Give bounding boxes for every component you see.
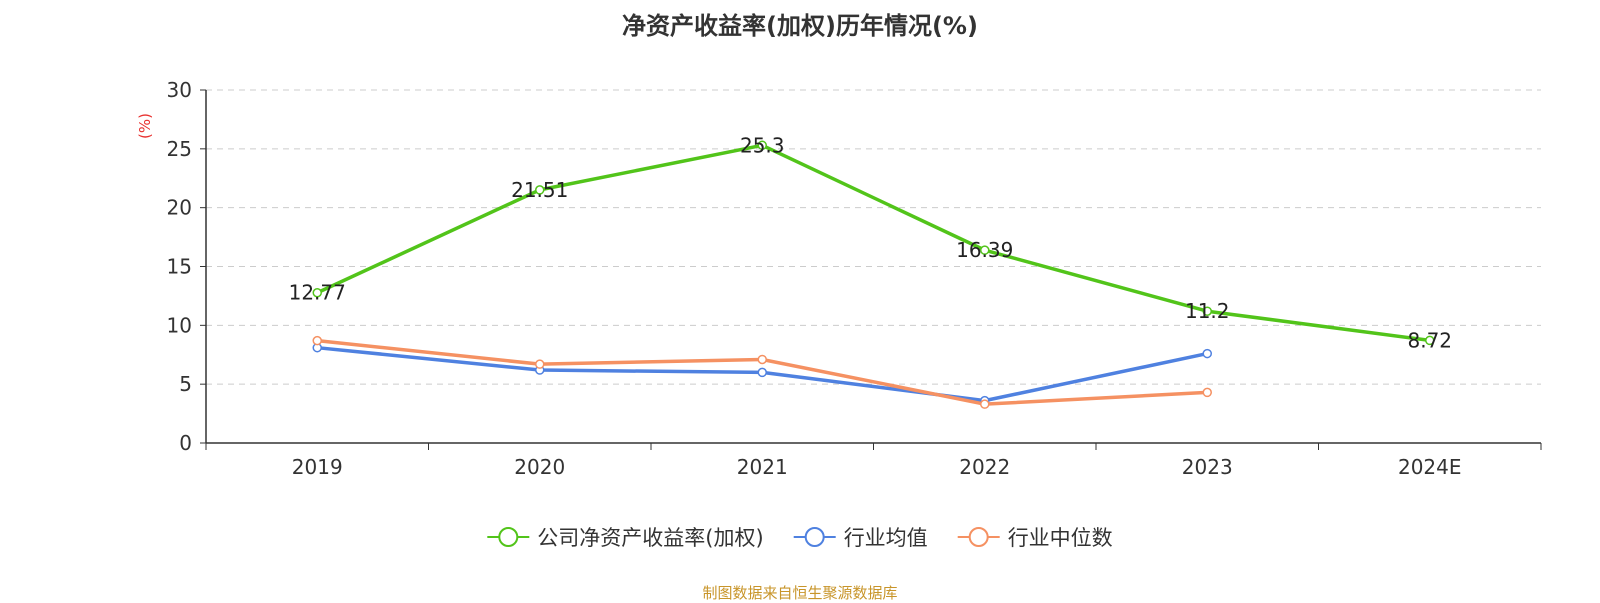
data-label: 8.72 <box>1407 328 1452 352</box>
x-tick-label: 2020 <box>514 455 565 479</box>
data-label: 21.51 <box>511 178 568 202</box>
data-point <box>757 140 767 151</box>
y-tick-label: 25 <box>167 137 192 161</box>
legend-label: 行业中位数 <box>1008 526 1113 550</box>
data-point <box>980 245 990 255</box>
data-point <box>980 399 990 409</box>
data-label: 11.2 <box>1185 299 1230 323</box>
data-point <box>535 359 545 369</box>
legend-swatch-marker <box>968 527 989 547</box>
data-point <box>535 185 545 195</box>
chart-title: 净资产收益率(加权)历年情况(%) <box>622 12 978 40</box>
data-label: 12.77 <box>289 281 346 305</box>
data-point <box>757 354 767 365</box>
data-point <box>1202 387 1212 398</box>
data-labels: 12.77 21.51 25.3 16.39 11.2 8.72 <box>289 133 1452 352</box>
x-tick-label: 2024E <box>1398 455 1462 479</box>
legend-item: 公司净资产收益率(加权) <box>487 526 764 550</box>
y-axis-label: (%) <box>136 113 154 139</box>
y-tick-label: 0 <box>179 431 192 455</box>
x-tick-label: 2023 <box>1182 455 1233 479</box>
legend-item: 行业均值 <box>793 526 928 550</box>
axes: 0 5 10 15 20 25 30 (%) 2019 2020 2021 2022 2023 2024E <box>136 78 1542 479</box>
legend-item: 行业中位数 <box>957 526 1113 550</box>
y-tick-label: 10 <box>167 313 192 337</box>
legend: 公司净资产收益率(加权) 行业均值 行业中位数 <box>487 526 1113 550</box>
data-point <box>757 367 767 378</box>
y-tick-label: 20 <box>167 196 192 220</box>
data-point <box>1202 306 1212 316</box>
x-tick-label: 2021 <box>737 455 788 479</box>
data-point <box>312 335 322 346</box>
data-point <box>1425 335 1435 346</box>
y-tick-label: 30 <box>167 78 192 102</box>
grid-lines <box>206 89 1541 385</box>
footer-source: 制图数据来自恒生聚源数据库 <box>702 584 898 602</box>
legend-label: 行业均值 <box>844 526 928 550</box>
legend-swatch-marker <box>804 527 825 547</box>
series-lines <box>312 140 1435 409</box>
x-tick-label: 2019 <box>292 455 343 479</box>
legend-swatch-marker <box>498 527 519 547</box>
y-tick-label: 15 <box>167 255 192 279</box>
data-label: 25.3 <box>740 133 785 157</box>
data-label: 16.39 <box>956 238 1013 262</box>
y-tick-label: 5 <box>179 372 192 396</box>
data-point <box>312 287 322 298</box>
data-point <box>1202 348 1212 359</box>
x-tick-label: 2022 <box>959 455 1010 479</box>
legend-label: 公司净资产收益率(加权) <box>537 526 763 550</box>
series-line <box>316 143 1430 343</box>
